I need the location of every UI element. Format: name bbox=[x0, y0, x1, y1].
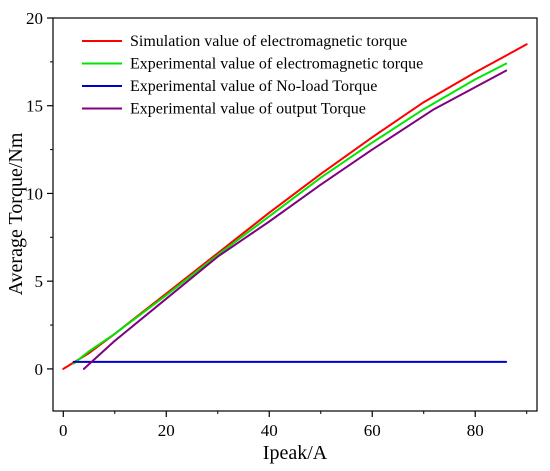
legend-label: Experimental value of No-load Torque bbox=[130, 78, 377, 95]
x-tick-label: 20 bbox=[158, 421, 175, 440]
x-tick-label: 80 bbox=[467, 421, 484, 440]
y-axis-ticks: 0 5 10 15 20 bbox=[26, 9, 53, 379]
series-line-2 bbox=[72, 62, 508, 365]
x-axis-title: Ipeak/A bbox=[263, 442, 328, 464]
y-tick-label: 5 bbox=[35, 272, 44, 291]
legend-label: Experimental value of output Torque bbox=[130, 101, 366, 118]
series-layer bbox=[62, 43, 528, 370]
legend-label: Simulation value of electromagnetic torq… bbox=[130, 33, 407, 50]
y-tick-label: 20 bbox=[26, 9, 43, 28]
legend-label: Experimental value of electromagnetic to… bbox=[130, 56, 423, 73]
x-tick-label: 0 bbox=[59, 421, 68, 440]
y-tick-label: 10 bbox=[26, 184, 43, 203]
x-tick-label: 40 bbox=[261, 421, 278, 440]
y-tick-label: 15 bbox=[26, 97, 43, 116]
series-line-4 bbox=[82, 69, 508, 370]
plot-frame bbox=[52, 17, 538, 412]
x-tick-label: 60 bbox=[364, 421, 381, 440]
y-tick-label: 0 bbox=[35, 360, 44, 379]
x-axis-ticks: 0 20 40 60 80 bbox=[59, 411, 528, 440]
y-axis-title: Average Torque/Nm bbox=[5, 132, 27, 295]
legend: Simulation value of electromagnetic torq… bbox=[82, 33, 423, 118]
